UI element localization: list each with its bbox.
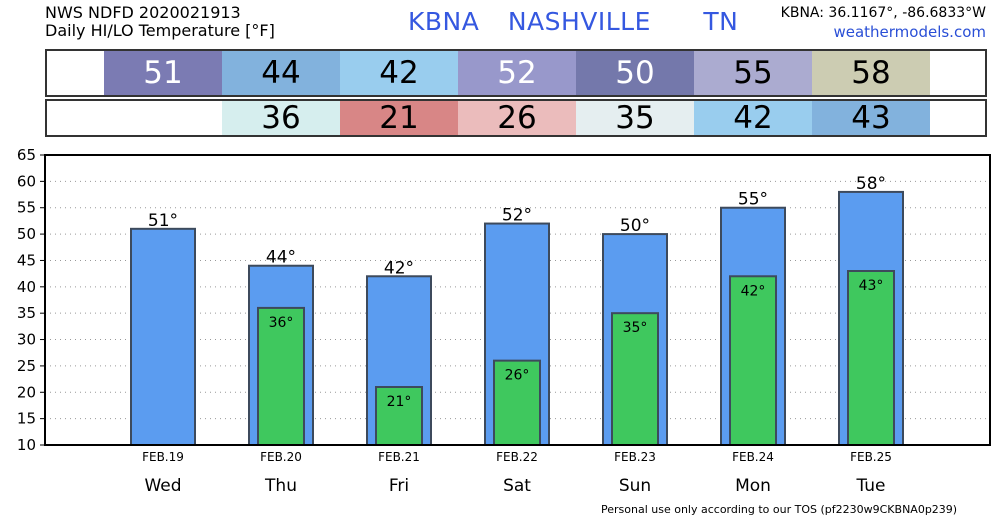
plot-frame: [44, 154, 991, 446]
date-label: FEB.25: [850, 450, 892, 464]
hi-temperature-strip: 51 44 42 52 50 55 58: [45, 49, 987, 97]
hi-bar-label: 52°: [502, 206, 532, 226]
day-label: Sat: [503, 476, 531, 496]
lo-strip-cell: 36: [222, 100, 340, 136]
hi-strip-cell: 52: [458, 51, 576, 95]
station-id: KBNA: [408, 7, 480, 36]
site-link[interactable]: weathermodels.com: [833, 23, 986, 41]
y-tick-label: 60: [17, 172, 36, 190]
hi-strip-cell: 55: [694, 51, 812, 95]
hi-bar-label: 50°: [620, 216, 650, 236]
hi-strip-cell: 58: [812, 51, 930, 95]
lo-bar-label: 21°: [387, 394, 412, 410]
hi-strip-cell: 50: [576, 51, 694, 95]
lo-strip-cell: 21: [340, 100, 458, 136]
hi-bar-label: 58°: [856, 174, 886, 194]
day-label: Fri: [389, 476, 409, 496]
lo-strip-cell: [104, 101, 222, 135]
hi-bar-label: 42°: [384, 258, 414, 278]
y-tick-label: 50: [17, 225, 36, 243]
lo-bar-label: 26°: [505, 368, 530, 384]
date-label: FEB.19: [142, 450, 184, 464]
y-tick-label: 30: [17, 331, 36, 349]
lo-temperature-strip: 36 21 26 35 42 43: [45, 99, 987, 137]
lo-bar-label: 35°: [623, 320, 648, 336]
chart-title: Daily HI/LO Temperature [°F]: [45, 21, 275, 40]
lo-bar-label: 42°: [741, 283, 766, 299]
date-label: FEB.20: [260, 450, 302, 464]
header-right: KBNA: 36.1167°, -86.6833°W weathermodels…: [781, 4, 986, 42]
lo-bar-label: 36°: [269, 315, 294, 331]
day-label: Tue: [855, 476, 885, 496]
station-coords: KBNA: 36.1167°, -86.6833°W: [780, 5, 986, 21]
footer-tos: Personal use only according to our TOS (…: [601, 503, 958, 516]
day-label: Mon: [735, 476, 771, 496]
station-state: TN: [703, 7, 739, 36]
hi-bar-label: 44°: [266, 248, 296, 268]
y-tick-label: 45: [17, 251, 36, 269]
y-tick-label: 25: [17, 357, 36, 375]
station-city: NASHVILLE: [507, 7, 651, 36]
lo-bar-label: 43°: [859, 278, 884, 294]
temperature-chart: 10 15 20 25 30 35 40 45 50 55 60 65 51° FEB.19 Wed 44° 3…: [17, 146, 991, 496]
model-run-label: NWS NDFD 2020021913: [45, 3, 241, 22]
lo-strip-cell: 42: [694, 100, 812, 136]
y-tick-label: 15: [17, 410, 36, 428]
lo-strip-cell: 43: [812, 100, 930, 136]
header-left: NWS NDFD 2020021913 Daily HI/LO Temperat…: [45, 4, 275, 40]
hi-strip-cell: 51: [104, 51, 222, 95]
hi-bar: [130, 227, 196, 447]
day-label: Sun: [619, 476, 651, 496]
hi-bar-label: 51°: [148, 211, 178, 231]
lo-strip-cell: 26: [458, 100, 576, 136]
date-label: FEB.22: [496, 450, 538, 464]
y-tick-label: 40: [17, 278, 36, 296]
lo-bar: [729, 275, 777, 446]
day-label: Wed: [144, 476, 181, 496]
y-tick-label: 55: [17, 199, 36, 217]
hi-strip-cell: 44: [222, 51, 340, 95]
lo-bar: [847, 270, 895, 446]
date-label: FEB.21: [378, 450, 420, 464]
lo-strip-cell: 35: [576, 100, 694, 136]
lo-bar: [257, 306, 305, 446]
hi-bar-label: 55°: [738, 190, 768, 210]
lo-bar: [375, 386, 423, 446]
y-tick-label: 20: [17, 383, 36, 401]
y-tick-label: 10: [17, 436, 36, 454]
hi-strip-cell: 42: [340, 51, 458, 95]
date-label: FEB.24: [732, 450, 774, 464]
date-label: FEB.23: [614, 450, 656, 464]
y-tick-label: 35: [17, 304, 36, 322]
y-tick-label: 65: [17, 146, 36, 164]
day-label: Thu: [264, 476, 297, 496]
station-title: KBNA NASHVILLE TN: [408, 7, 758, 36]
